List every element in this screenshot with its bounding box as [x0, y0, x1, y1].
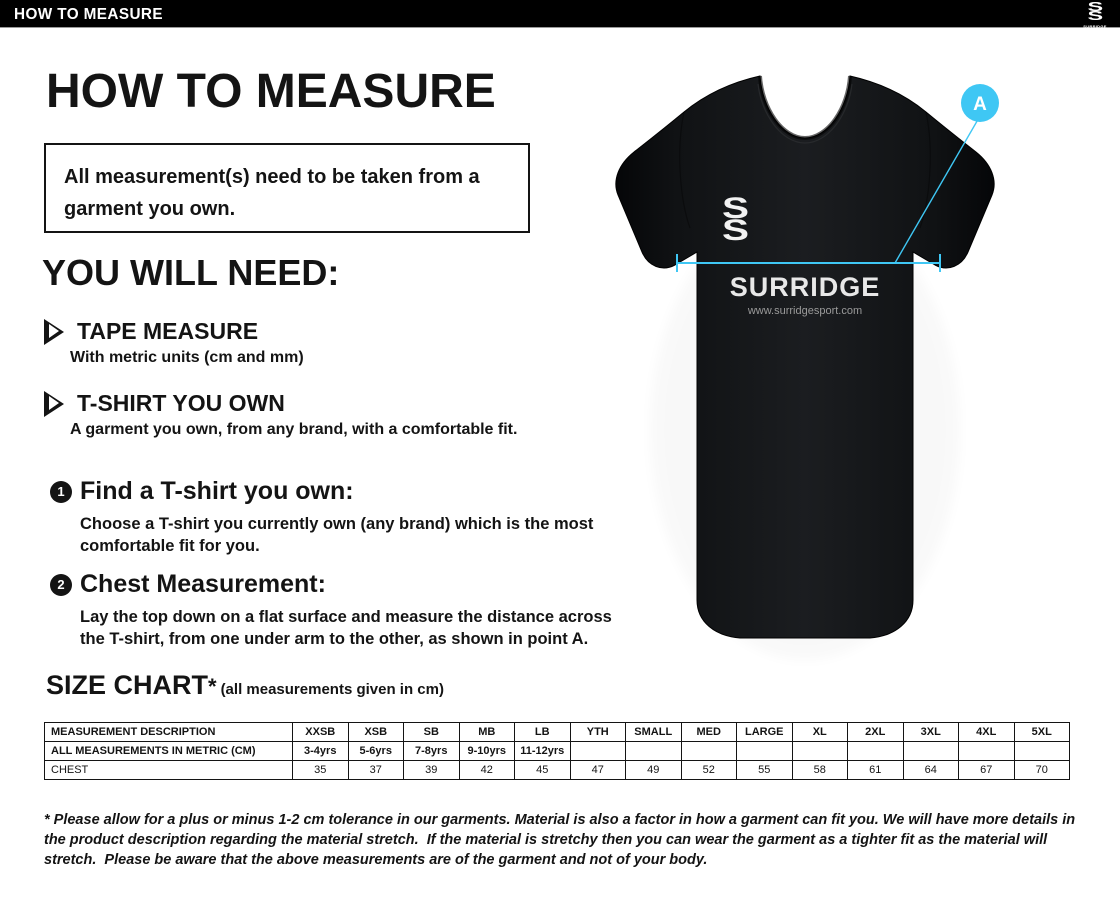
svg-text:SURRIDGE: SURRIDGE — [730, 272, 881, 302]
svg-text:www.surridgesport.com: www.surridgesport.com — [747, 305, 862, 317]
svg-text:A: A — [973, 94, 987, 115]
svg-text:S: S — [722, 213, 749, 247]
